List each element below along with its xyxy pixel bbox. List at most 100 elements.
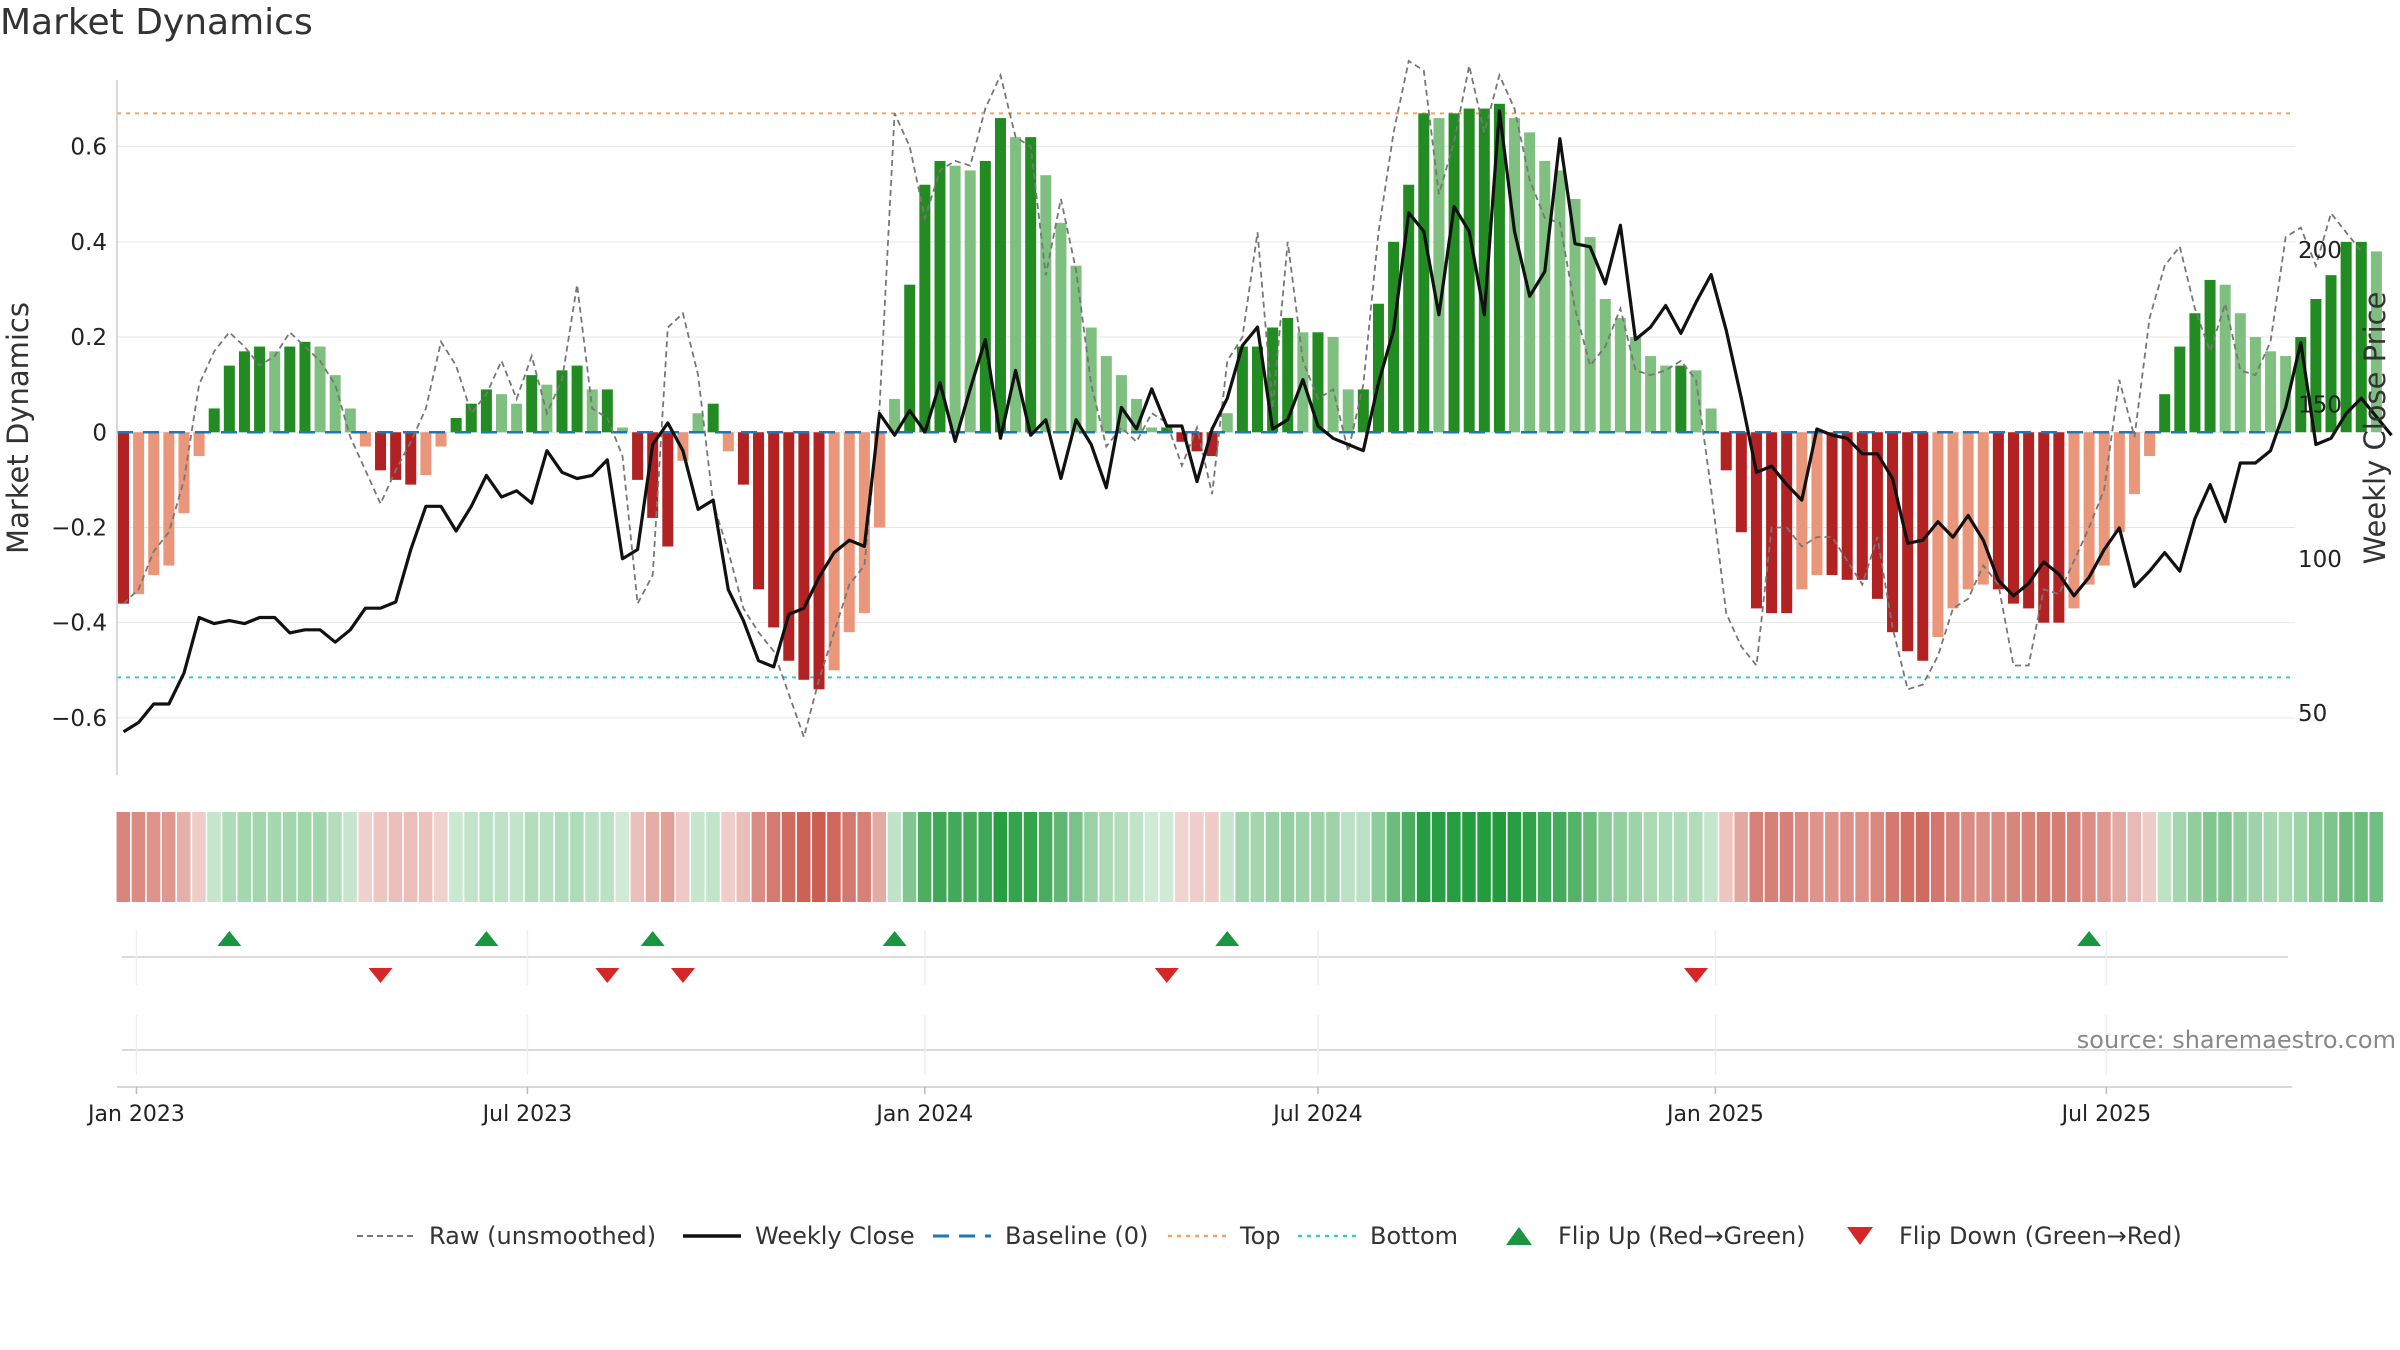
bar [1115,375,1127,433]
bar [2265,351,2277,433]
bar [118,432,129,604]
flip-up-marker [474,931,499,946]
bar [601,389,613,433]
bar [1040,175,1052,433]
ribbon-cell [1159,812,1174,902]
ribbon-cell [691,812,705,902]
ribbon-cell [887,812,902,902]
ribbon-cell [524,812,539,902]
y-tick-label: 0.2 [70,325,107,351]
bar [1176,432,1188,442]
bar [1312,332,1324,433]
ribbon-cell [2203,812,2217,902]
ribbon-cell [615,812,630,902]
ribbon-cell [570,812,584,902]
ribbon-cell [1280,812,1295,902]
bar [1735,432,1747,533]
ribbon-cell [1673,812,1688,902]
ribbon-cell [1311,812,1325,902]
bar [1252,346,1263,433]
flip-down-marker [1154,968,1179,983]
ribbon-cell [902,812,917,902]
bar [2038,432,2050,623]
ribbon-cell [872,812,887,902]
bar [2310,298,2322,433]
bar [2219,284,2231,433]
bar [1630,337,1641,433]
ribbon-cell [177,812,191,902]
ribbon-cell [161,812,176,902]
bar [1599,298,1611,433]
bar [1463,108,1475,433]
ribbon-cell [1930,812,1945,902]
bar [1539,160,1551,433]
legend-item: Weekly Close [683,1222,915,1250]
date-axis: Jan 2023 Jul 2023 Jan 2024 Jul 2024 Jan 2025… [86,1086,2292,1127]
ribbon-cell [1840,812,1854,902]
legend-label: Top [1239,1222,1281,1250]
y-tick-label: 0.4 [70,230,107,256]
bar [2159,394,2171,433]
bar [979,160,991,433]
bar [269,351,281,433]
ribbon-cell [1295,812,1310,902]
ribbon-cell [1265,812,1280,902]
ribbon-cell [555,812,569,902]
bar [1055,222,1067,433]
ribbon-cell [827,812,841,902]
ribbon-cell [237,812,252,902]
ribbon-cell [1401,812,1416,902]
ribbon-cell [1250,812,1265,902]
ribbon-cell [766,812,781,902]
ribbon-cell [1658,812,1673,902]
legend-swatch-flip-down [1847,1227,1873,1245]
flip-down-marker [595,968,620,983]
ribbon-cell [1447,812,1461,902]
ribbon-cell [2263,812,2278,902]
ribbon-cell [796,812,811,902]
bar [1010,137,1022,433]
ribbon-cell [1371,812,1386,902]
flip-down-marker [368,968,393,983]
legend-label: Baseline (0) [1005,1222,1148,1250]
reference-lines [117,112,2295,679]
bar [1191,432,1203,452]
ribbon-cell [736,812,750,902]
ribbon-cell [1598,812,1612,902]
ribbon-cell [1689,812,1703,902]
flip-up-marker [2077,931,2102,946]
ribbon-cell [781,812,796,902]
bar [1584,237,1596,433]
bar [329,375,341,433]
ribbon-cell [388,812,403,902]
ribbon-cell [1613,812,1627,902]
bar [1100,356,1112,433]
ribbon-cell [449,812,463,902]
bar [2204,279,2216,433]
bar [1357,389,1369,433]
ribbon-cell [2067,812,2081,902]
bar [1478,108,1490,433]
bar [2234,313,2246,433]
ribbon-cell [948,812,962,902]
ribbon-cell [1341,812,1355,902]
bar [2144,432,2156,457]
bar [450,417,462,433]
bar [2355,241,2367,433]
ribbon-cell [2308,812,2323,902]
intensity-ribbon [116,812,2383,902]
date-tick-label: Jan 2023 [86,1102,185,1127]
ribbon-cell [2006,812,2021,902]
ribbon-cell [1144,812,1159,902]
legend: Raw (unsmoothed) Weekly Close Baseline (0)… [357,1222,2182,1250]
flip-up-marker [882,931,907,946]
bar [1932,432,1944,637]
legend-item: Bottom [1298,1222,1458,1250]
ribbon-cell [1099,812,1113,902]
bar [2340,241,2352,433]
legend-label: Weekly Close [755,1222,915,1250]
ribbon-cell [2021,812,2036,902]
bar [299,341,311,433]
bar [874,432,885,528]
